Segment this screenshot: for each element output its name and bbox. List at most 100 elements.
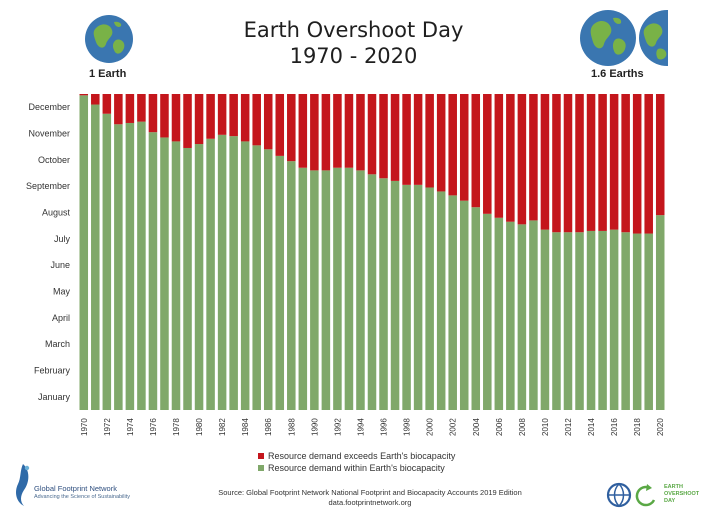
x-tick-label: 2020 [656, 418, 665, 436]
bar-exceeds-2003 [459, 94, 469, 201]
bar-exceeds-1987 [275, 94, 285, 156]
bar-within-1996 [379, 178, 388, 410]
bar-exceeds-1984 [240, 94, 250, 142]
x-tick-label: 2012 [564, 418, 573, 436]
x-tick-label: 1980 [195, 418, 204, 436]
bar-within-1999 [413, 184, 423, 410]
bar-within-2013 [575, 232, 584, 410]
earth-overshoot-day-logo-icon [606, 482, 656, 508]
x-tick-label: 2000 [426, 418, 435, 436]
bar-exceeds-1995 [367, 94, 377, 175]
bar-exceeds-2011 [552, 94, 561, 233]
bar-exceeds-1976 [148, 94, 158, 133]
bar-exceeds-2000 [425, 94, 434, 188]
bar-exceeds-1973 [114, 94, 123, 125]
bar-within-1983 [229, 136, 238, 410]
bar-within-2008 [517, 224, 527, 410]
y-tick-label: July [54, 234, 71, 244]
earth-globe-icon [580, 10, 636, 66]
bar-exceeds-2013 [575, 94, 584, 233]
bar-exceeds-1989 [298, 94, 308, 168]
x-tick-label: 2002 [449, 418, 458, 436]
bar-within-2005 [483, 213, 492, 410]
bar-exceeds-1991 [321, 94, 331, 171]
bar-within-2020 [655, 215, 665, 410]
bar-within-1972 [102, 113, 112, 410]
bar-within-1982 [217, 134, 227, 410]
bar-within-1985 [252, 145, 261, 410]
bar-exceeds-2002 [448, 94, 457, 196]
legend-swatch-red [258, 453, 264, 459]
bar-exceeds-2004 [471, 94, 481, 208]
x-tick-label: 1990 [310, 418, 319, 436]
bar-exceeds-2008 [517, 94, 527, 225]
bar-exceeds-1998 [402, 94, 411, 185]
bar-within-2006 [494, 217, 504, 410]
bar-exceeds-1997 [390, 94, 400, 181]
bar-exceeds-1996 [379, 94, 388, 179]
bar-exceeds-2018 [632, 94, 642, 234]
x-tick-label: 2016 [610, 418, 619, 436]
x-tick-label: 1982 [218, 418, 227, 436]
legend-item-within: Resource demand within Earth's biocapaci… [258, 462, 455, 474]
bar-within-1981 [206, 138, 215, 410]
bar-within-2019 [644, 233, 653, 410]
bar-within-1994 [356, 170, 365, 410]
x-tick-label: 2010 [541, 418, 550, 436]
x-tick-label: 2008 [518, 418, 527, 436]
eod-line1: EARTH [664, 484, 683, 490]
bar-within-2016 [609, 229, 619, 410]
bar-exceeds-2001 [436, 94, 446, 192]
bar-exceeds-2014 [586, 94, 596, 231]
y-tick-label: April [52, 313, 70, 323]
x-tick-label: 1996 [380, 418, 389, 436]
bar-exceeds-2007 [506, 94, 515, 222]
bar-exceeds-1985 [252, 94, 261, 146]
bar-within-2017 [621, 232, 630, 410]
bar-within-1991 [321, 170, 331, 410]
bar-within-1998 [402, 184, 411, 410]
x-tick-label: 1986 [264, 418, 273, 436]
legend-swatch-green [258, 465, 264, 471]
bar-exceeds-1977 [160, 94, 169, 138]
x-tick-label: 1976 [149, 418, 158, 436]
y-tick-label: October [38, 155, 70, 165]
bar-exceeds-1994 [356, 94, 365, 171]
bar-within-1980 [194, 144, 204, 410]
bar-exceeds-2012 [563, 94, 573, 233]
bar-within-2003 [459, 200, 469, 410]
bar-exceeds-1981 [206, 94, 215, 139]
legend-label-exceeds: Resource demand exceeds Earth's biocapac… [268, 451, 456, 461]
eod-line2: OVERSHOOT [664, 491, 700, 497]
bar-within-1997 [390, 180, 400, 410]
gfn-tagline: Advancing the Science of Sustainability [34, 494, 131, 500]
y-tick-label: May [53, 287, 71, 297]
bar-exceeds-2019 [644, 94, 653, 234]
y-tick-label: August [42, 208, 71, 218]
bar-within-1975 [137, 121, 146, 411]
bar-exceeds-1979 [183, 94, 192, 148]
bar-exceeds-1993 [344, 94, 354, 168]
bar-within-1971 [91, 104, 100, 410]
bar-exceeds-2015 [598, 94, 607, 231]
chart-title: Earth Overshoot Day [243, 18, 464, 42]
bar-within-1993 [344, 167, 354, 410]
bar-exceeds-1988 [287, 94, 296, 162]
legend-item-exceeds: Resource demand exceeds Earth's biocapac… [258, 450, 455, 462]
bar-exceeds-1975 [137, 94, 146, 122]
bar-within-2000 [425, 187, 434, 410]
bar-within-2002 [448, 195, 457, 410]
one-earth-label: 1 Earth [89, 68, 127, 80]
bar-within-1978 [171, 141, 181, 410]
bar-exceeds-1972 [102, 94, 112, 114]
bar-within-2001 [436, 191, 446, 410]
x-tick-label: 1974 [126, 418, 135, 436]
eod-logo-text: EARTH OVERSHOOT DAY [664, 484, 704, 505]
bar-within-1973 [114, 124, 123, 410]
bar-exceeds-2020 [655, 94, 665, 216]
bar-within-1984 [240, 141, 250, 410]
bar-exceeds-1990 [310, 94, 319, 171]
x-tick-label: 2018 [633, 418, 642, 436]
x-tick-label: 1970 [80, 418, 89, 436]
